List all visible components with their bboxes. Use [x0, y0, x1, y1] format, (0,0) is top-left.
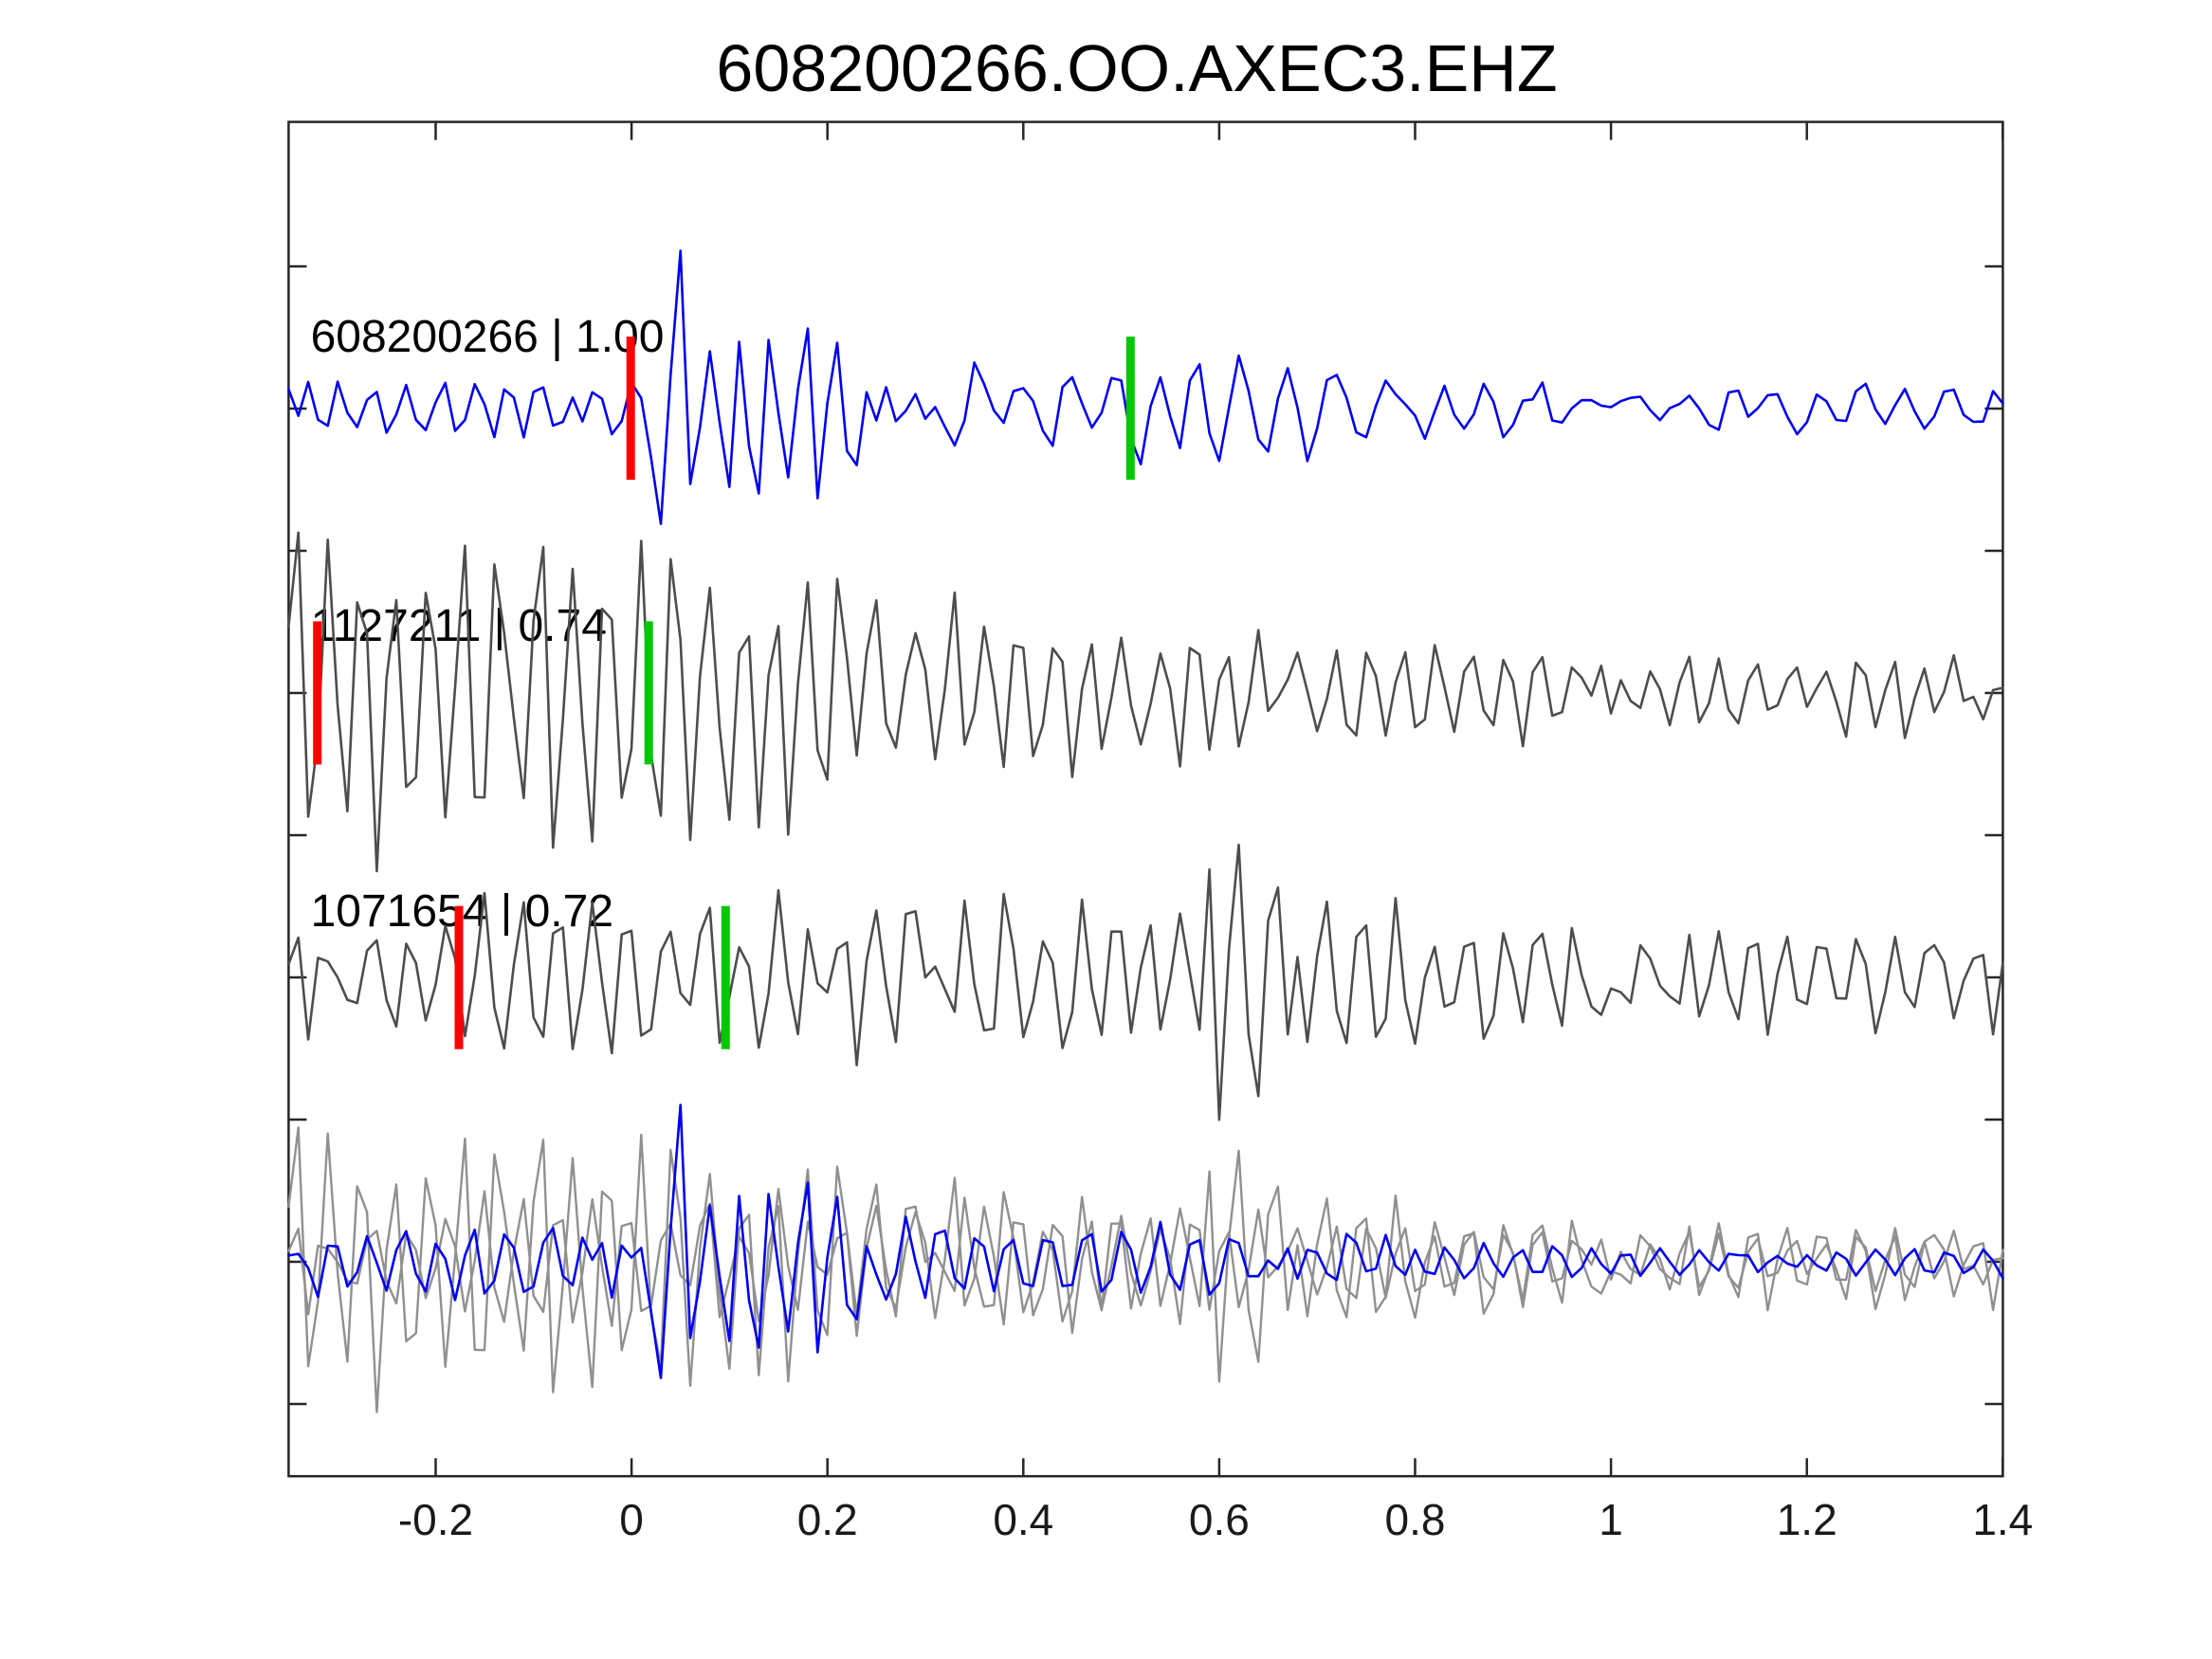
svg-text:0.4: 0.4 — [993, 1495, 1053, 1544]
svg-text:1.2: 1.2 — [1777, 1495, 1837, 1544]
svg-text:608200266 | 1.00: 608200266 | 1.00 — [311, 312, 665, 362]
svg-text:0: 0 — [619, 1495, 644, 1544]
svg-text:-0.2: -0.2 — [398, 1495, 473, 1544]
svg-text:1.4: 1.4 — [1972, 1495, 2033, 1544]
svg-text:0.8: 0.8 — [1385, 1495, 1446, 1544]
svg-text:1: 1 — [1599, 1495, 1623, 1544]
svg-text:0.2: 0.2 — [797, 1495, 858, 1544]
svg-text:608200266.OO.AXEC3.EHZ: 608200266.OO.AXEC3.EHZ — [716, 31, 1557, 105]
svg-text:0.6: 0.6 — [1189, 1495, 1250, 1544]
